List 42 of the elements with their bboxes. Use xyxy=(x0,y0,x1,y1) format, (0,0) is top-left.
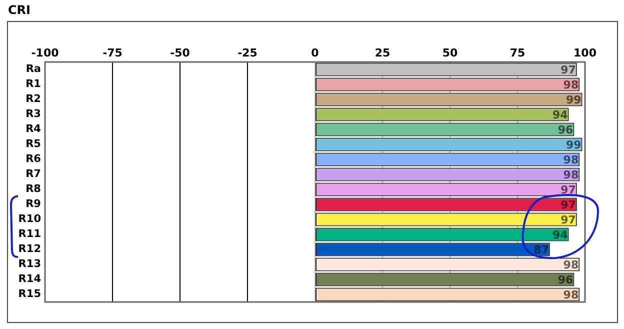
x-tick-label: -75 xyxy=(102,46,122,60)
x-tick-label: 0 xyxy=(311,46,320,60)
x-tick-label: -50 xyxy=(170,46,190,60)
y-tick-label: R5 xyxy=(26,138,41,150)
y-tick-label: R1 xyxy=(26,78,41,90)
y-tick-label: R4 xyxy=(26,123,41,136)
data-label: 99 xyxy=(566,138,582,152)
y-tick-label: R11 xyxy=(18,228,41,240)
x-tick-label: -100 xyxy=(31,46,60,60)
data-label: 94 xyxy=(552,108,568,122)
x-tick-label: -25 xyxy=(238,46,258,60)
data-label: 96 xyxy=(558,123,574,136)
x-tick-label: 100 xyxy=(574,46,597,60)
y-tick-label: R6 xyxy=(26,153,41,166)
data-label: 94 xyxy=(552,228,568,242)
y-tick-label: R14 xyxy=(18,273,41,286)
data-label: 98 xyxy=(563,258,579,272)
y-tick-label: Ra xyxy=(26,63,41,76)
data-label: 98 xyxy=(563,288,579,302)
chart-title: CRI xyxy=(8,3,31,17)
data-label: 99 xyxy=(566,93,582,106)
y-tick-label: R12 xyxy=(18,243,41,256)
y-tick-label: R3 xyxy=(26,108,41,120)
y-tick-label: R8 xyxy=(26,183,41,196)
data-label: 97 xyxy=(560,63,576,76)
data-label: 98 xyxy=(563,78,579,92)
data-label: 98 xyxy=(563,153,579,166)
y-tick-label: R2 xyxy=(26,93,41,106)
data-label: 97 xyxy=(560,198,576,212)
x-tick-label: 75 xyxy=(510,46,526,60)
data-label: 97 xyxy=(560,213,576,226)
data-label: 98 xyxy=(563,168,579,182)
x-tick-label: 50 xyxy=(442,46,458,60)
data-label: 97 xyxy=(560,183,576,196)
y-tick-label: R10 xyxy=(18,213,41,226)
y-tick-label: R15 xyxy=(18,288,41,300)
y-tick-label: R9 xyxy=(26,198,41,210)
y-tick-label: R7 xyxy=(26,168,41,180)
data-label: 87 xyxy=(534,243,549,256)
data-label: 96 xyxy=(558,273,574,286)
x-tick-label: 25 xyxy=(374,46,390,60)
y-tick-label: R13 xyxy=(18,258,41,270)
